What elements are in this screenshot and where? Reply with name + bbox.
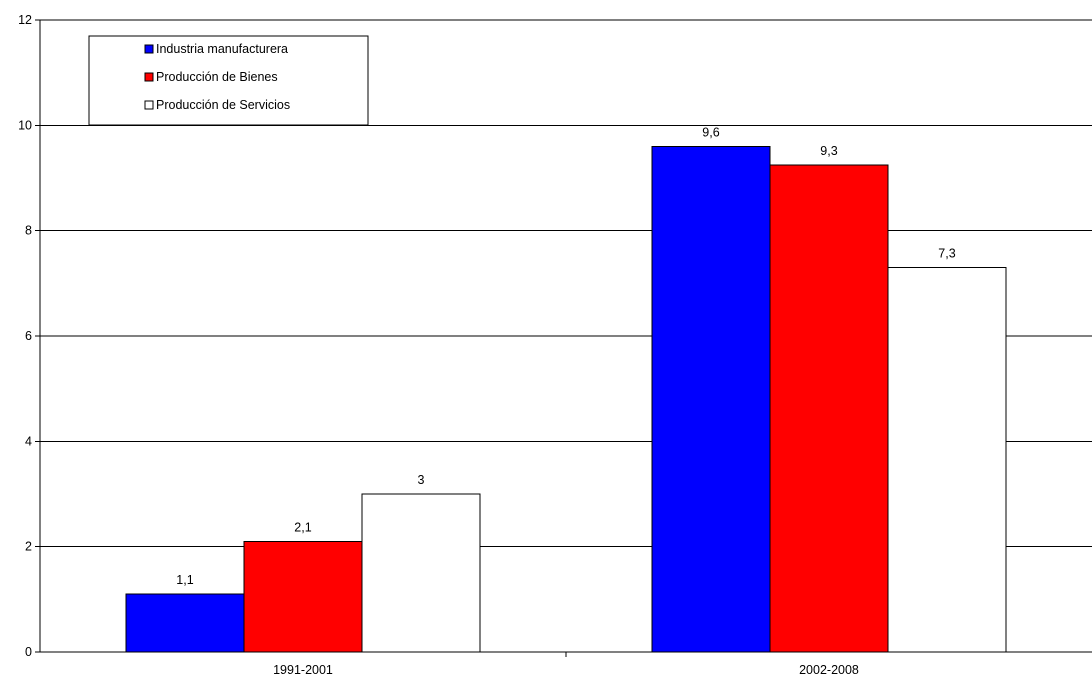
legend-swatch (144, 72, 154, 82)
y-tick-label: 8 (25, 224, 32, 238)
legend-label: Industria manufacturera (156, 42, 288, 56)
legend: Industria manufacturera Producción de Bie… (88, 35, 369, 126)
y-tick-label: 4 (25, 434, 32, 448)
data-label: 7,3 (938, 247, 955, 261)
legend-swatch (144, 100, 154, 110)
y-tick-label: 10 (18, 118, 32, 132)
data-label: 3 (418, 473, 425, 487)
bar (125, 593, 245, 653)
data-label: 9,3 (820, 144, 837, 158)
data-labels: 1,1 2,1 3 9,6 9,3 7,3 (176, 125, 955, 587)
data-label: 1,1 (176, 573, 193, 587)
bars (125, 145, 1007, 653)
bar (361, 493, 481, 653)
bar (769, 164, 889, 653)
y-tick-label: 2 (25, 540, 32, 554)
legend-label: Producción de Servicios (156, 98, 290, 112)
x-tick-label: 1991-2001 (273, 663, 333, 677)
data-label: 2,1 (294, 520, 311, 534)
bar (651, 145, 771, 653)
data-label: 9,6 (702, 125, 719, 139)
x-tick-label: 2002-2008 (799, 663, 859, 677)
bar (887, 267, 1007, 653)
legend-swatch (144, 44, 154, 54)
y-tick-label: 6 (25, 329, 32, 343)
legend-box (88, 35, 369, 126)
y-tick-label: 12 (18, 13, 32, 27)
legend-label: Producción de Bienes (156, 70, 278, 84)
axes: 0 2 4 6 8 10 12 1991-2001 2002-2008 (18, 13, 1092, 677)
y-tick-label: 0 (25, 645, 32, 659)
bar (243, 540, 363, 653)
